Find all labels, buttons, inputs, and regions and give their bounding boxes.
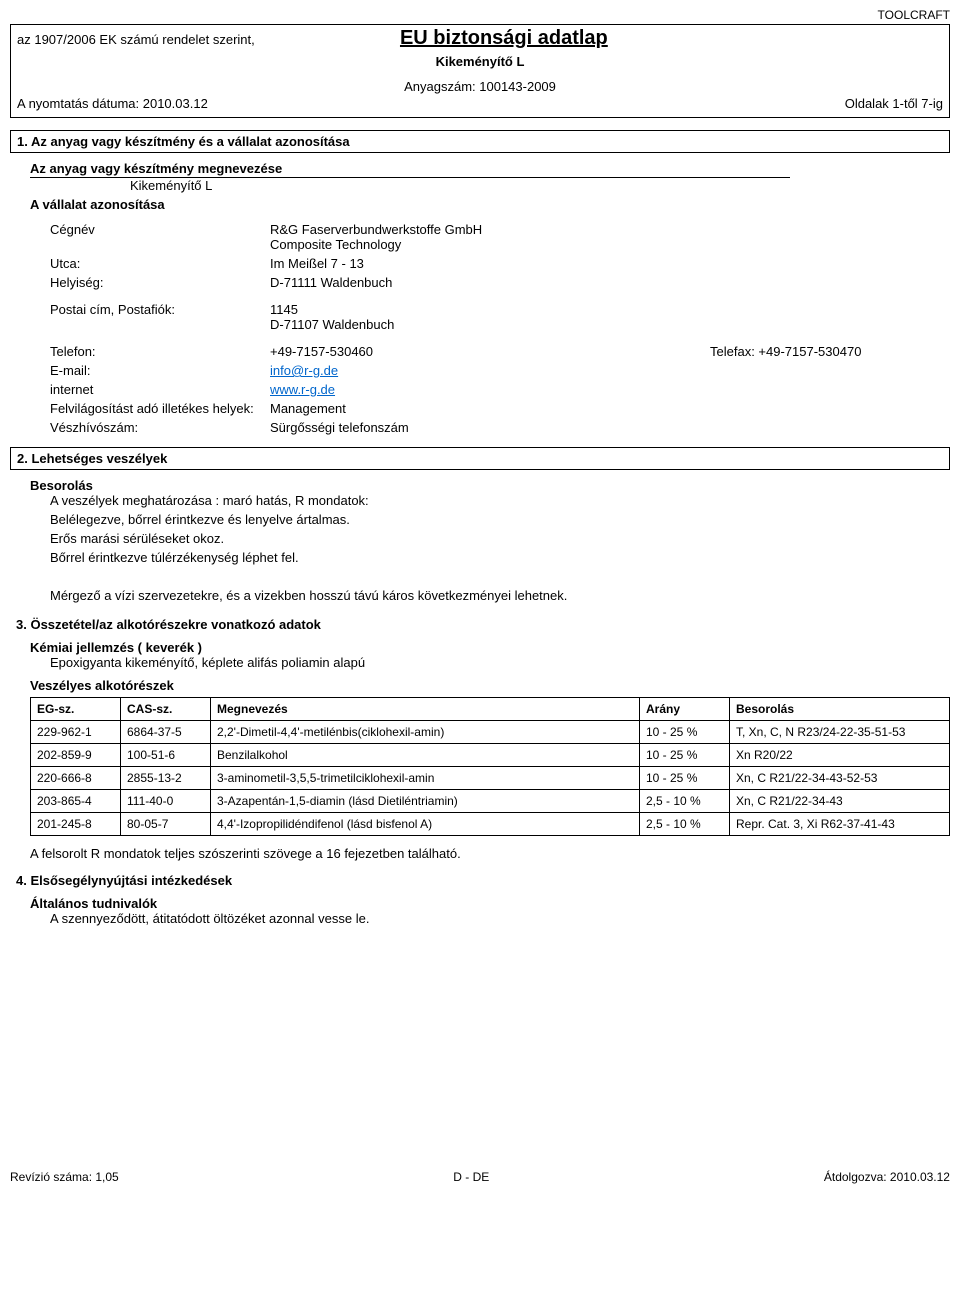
company-value: D-71111 Waldenbuch: [270, 275, 950, 290]
table-cell: 220-666-8: [31, 767, 121, 790]
table-cell: 3-aminometil-3,5,5-trimetilciklohexil-am…: [211, 767, 640, 790]
hazard-line: A veszélyek meghatározása : maró hatás, …: [50, 493, 950, 508]
company-value: Im Meißel 7 - 13: [270, 256, 950, 271]
sec3-sub2: Veszélyes alkotórészek: [30, 678, 950, 693]
footer-right: Átdolgozva: 2010.03.12: [824, 1170, 950, 1184]
table-cell: 10 - 25 %: [640, 767, 730, 790]
company-label: Telefon:: [50, 344, 270, 359]
link[interactable]: info@r-g.de: [270, 363, 338, 378]
table-header: CAS-sz.: [121, 698, 211, 721]
sec3-line1: Epoxigyanta kikeményítő, képlete alifás …: [30, 655, 950, 670]
table-row: 203-865-4111-40-03-Azapentán-1,5-diamin …: [31, 790, 950, 813]
table-cell: 229-962-1: [31, 721, 121, 744]
table-cell: 2,5 - 10 %: [640, 790, 730, 813]
company-label: internet: [50, 382, 270, 397]
company-label: Utca:: [50, 256, 270, 271]
company-info-grid: CégnévR&G Faserverbundwerkstoffe GmbHCom…: [30, 222, 950, 435]
sec1-product-name: Kikeményítő L: [30, 178, 950, 193]
table-cell: 4,4'-Izopropilidéndifenol (lásd bisfenol…: [211, 813, 640, 836]
sec4-sub: Általános tudnivalók: [30, 896, 950, 911]
hazard-line: [50, 569, 950, 584]
table-cell: 2,5 - 10 %: [640, 813, 730, 836]
table-cell: 2,2'-Dimetil-4,4'-metilénbis(ciklohexil-…: [211, 721, 640, 744]
footer-left: Revízió száma: 1,05: [10, 1170, 119, 1184]
table-cell: 10 - 25 %: [640, 744, 730, 767]
sec2-body: A veszélyek meghatározása : maró hatás, …: [30, 493, 950, 603]
table-cell: Repr. Cat. 3, Xi R62-37-41-43: [730, 813, 950, 836]
document-header: az 1907/2006 EK számú rendelet szerint, …: [10, 24, 950, 118]
hazard-line: Mérgező a vízi szervezetekre, és a vizek…: [50, 588, 950, 603]
table-header: Arány: [640, 698, 730, 721]
company-label: E-mail:: [50, 363, 270, 378]
section-3-heading: 3. Összetétel/az alkotórészekre vonatkoz…: [10, 617, 950, 632]
table-cell: 10 - 25 %: [640, 721, 730, 744]
table-row: 220-666-82855-13-23-aminometil-3,5,5-tri…: [31, 767, 950, 790]
section-1-heading: 1. Az anyag vagy készítmény és a vállala…: [10, 130, 950, 153]
table-row: 202-859-9100-51-6Benzilalkohol10 - 25 %X…: [31, 744, 950, 767]
company-value: Sürgősségi telefonszám: [270, 420, 950, 435]
ingredients-table: EG-sz.CAS-sz.MegnevezésArányBesorolás229…: [30, 697, 950, 836]
brand-label: TOOLCRAFT: [10, 8, 950, 22]
print-date: A nyomtatás dátuma: 2010.03.12: [17, 96, 208, 111]
sec3-footer-note: A felsorolt R mondatok teljes szószerint…: [30, 846, 950, 861]
table-row: 229-962-16864-37-52,2'-Dimetil-4,4'-meti…: [31, 721, 950, 744]
hazard-line: Erős marási sérüléseket okoz.: [50, 531, 950, 546]
table-header: EG-sz.: [31, 698, 121, 721]
company-value: info@r-g.de: [270, 363, 950, 378]
company-label: Vészhívószám:: [50, 420, 270, 435]
page-footer: Revízió száma: 1,05 D - DE Átdolgozva: 2…: [10, 1166, 950, 1184]
table-cell: T, Xn, C, N R23/24-22-35-51-53: [730, 721, 950, 744]
table-cell: 80-05-7: [121, 813, 211, 836]
table-cell: 100-51-6: [121, 744, 211, 767]
product-name-header: Kikeményítő L: [17, 54, 943, 69]
table-cell: Xn, C R21/22-34-43: [730, 790, 950, 813]
table-cell: Xn R20/22: [730, 744, 950, 767]
table-cell: 201-245-8: [31, 813, 121, 836]
page-count: Oldalak 1-től 7-ig: [845, 96, 943, 111]
sec1-sub1: Az anyag vagy készítmény megnevezése: [30, 161, 790, 178]
table-cell: 3-Azapentán-1,5-diamin (lásd Dietiléntri…: [211, 790, 640, 813]
sec1-sub2: A vállalat azonosítása: [30, 197, 950, 212]
table-cell: 111-40-0: [121, 790, 211, 813]
company-extra: Telefax: +49-7157-530470: [710, 344, 950, 359]
link[interactable]: www.r-g.de: [270, 382, 335, 397]
regulation-text: az 1907/2006 EK számú rendelet szerint,: [17, 32, 255, 47]
company-value: www.r-g.de: [270, 382, 950, 397]
table-cell: 2855-13-2: [121, 767, 211, 790]
section-4-heading: 4. Elsősegélynyújtási intézkedések: [10, 873, 950, 888]
table-cell: 6864-37-5: [121, 721, 211, 744]
table-cell: 202-859-9: [31, 744, 121, 767]
table-row: 201-245-880-05-74,4'-Izopropilidéndifeno…: [31, 813, 950, 836]
company-label: Postai cím, Postafiók:: [50, 302, 270, 332]
material-number: Anyagszám: 100143-2009: [17, 79, 943, 94]
section-2-heading: 2. Lehetséges veszélyek: [10, 447, 950, 470]
table-cell: Xn, C R21/22-34-43-52-53: [730, 767, 950, 790]
company-value: 1145D-71107 Waldenbuch: [270, 302, 950, 332]
table-cell: 203-865-4: [31, 790, 121, 813]
table-header: Besorolás: [730, 698, 950, 721]
company-label: Helyiség:: [50, 275, 270, 290]
company-label: Felvilágosítást adó illetékes helyek:: [50, 401, 270, 416]
footer-center: D - DE: [453, 1170, 489, 1184]
sec4-line: A szennyeződött, átitatódott öltözéket a…: [30, 911, 950, 926]
hazard-line: Bőrrel érintkezve túlérzékenység léphet …: [50, 550, 950, 565]
company-label: Cégnév: [50, 222, 270, 252]
company-value: +49-7157-530460: [270, 344, 710, 359]
company-value: R&G Faserverbundwerkstoffe GmbHComposite…: [270, 222, 950, 252]
sec3-sub1: Kémiai jellemzés ( keverék ): [30, 640, 950, 655]
sec2-sub: Besorolás: [30, 478, 950, 493]
table-header: Megnevezés: [211, 698, 640, 721]
doc-title: EU biztonsági adatlap: [255, 27, 753, 50]
hazard-line: Belélegezve, bőrrel érintkezve és lenyel…: [50, 512, 950, 527]
table-cell: Benzilalkohol: [211, 744, 640, 767]
company-value: Management: [270, 401, 950, 416]
